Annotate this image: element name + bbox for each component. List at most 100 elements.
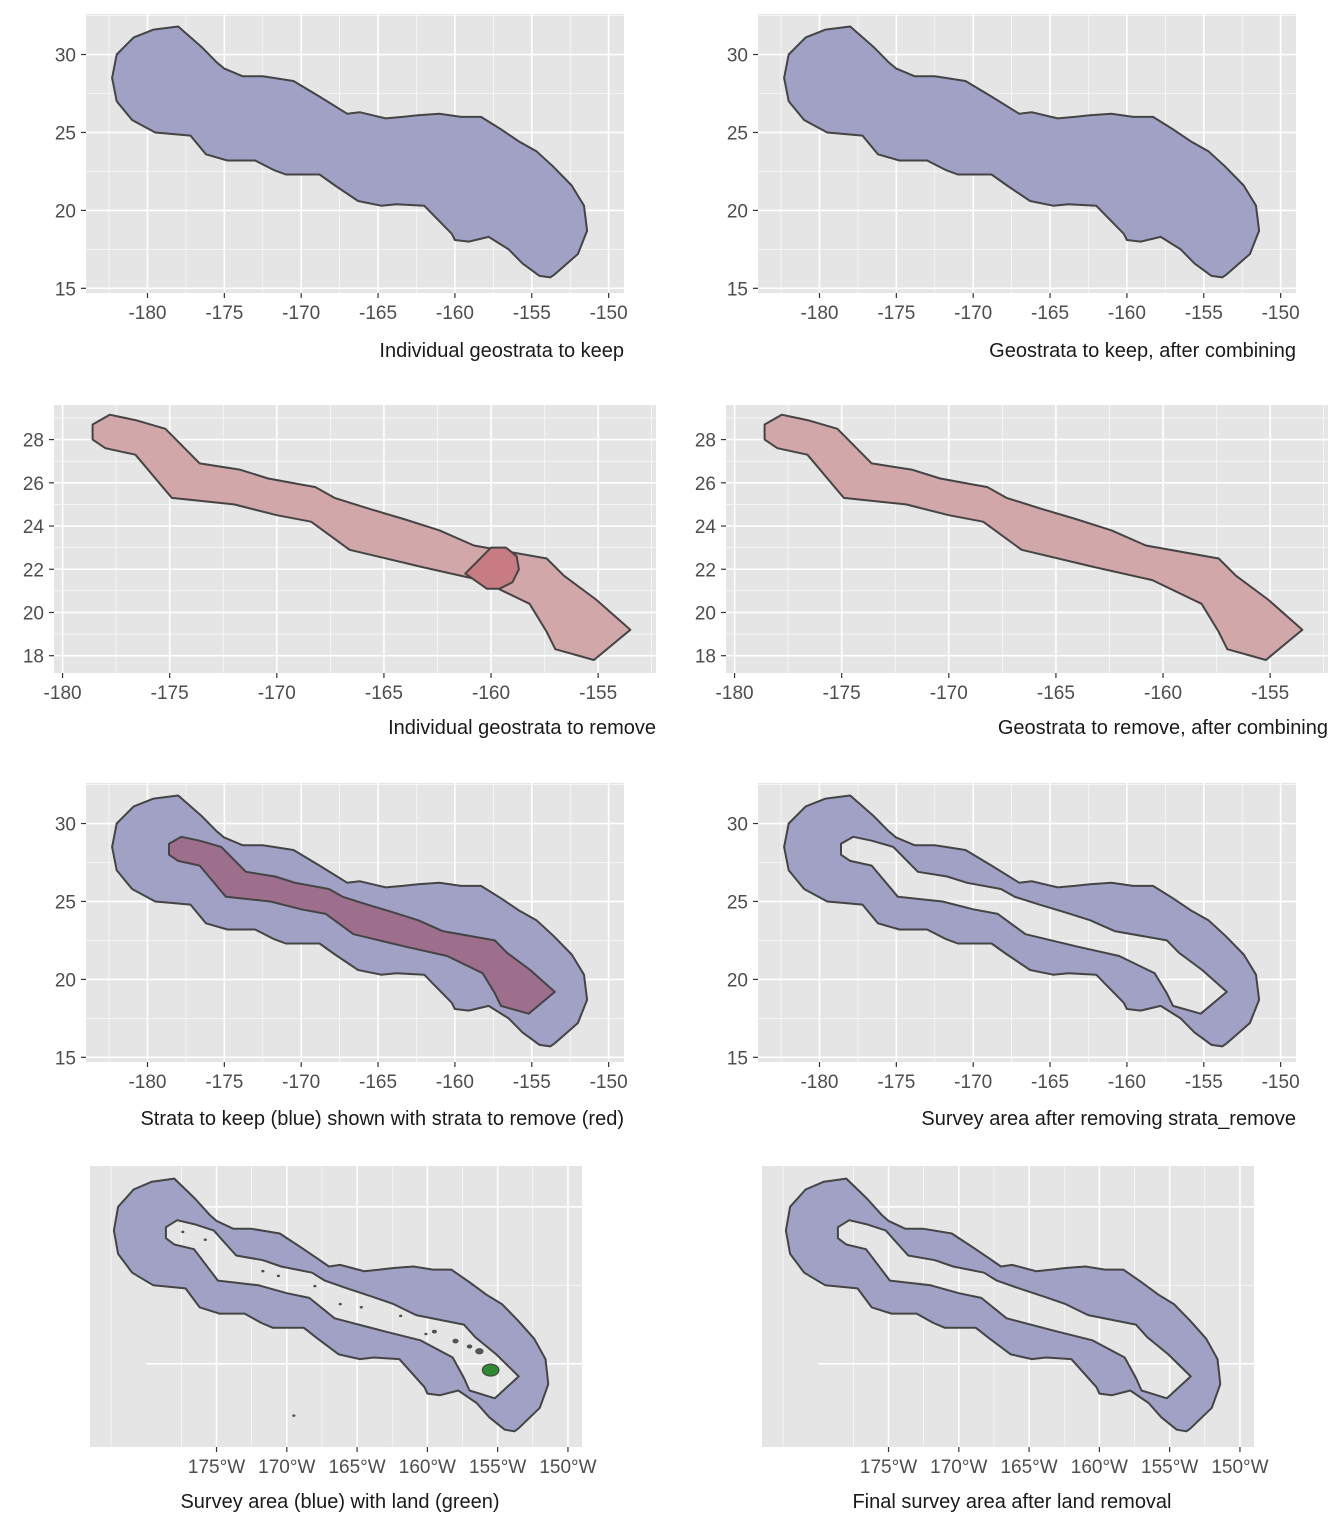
y-tick-label: 28 bbox=[23, 431, 44, 452]
map-panel: -180 -175 -170 -165 -160 -155 -150 15 20 25 30 Surv… bbox=[727, 783, 1300, 1130]
map-panel: 175°W 170°W 165°W 160°W 155°W 150°W Final surv… bbox=[762, 1166, 1269, 1513]
map-layers bbox=[112, 1177, 550, 1433]
stratum-keep bbox=[112, 1177, 550, 1433]
x-tick-label: -175 bbox=[877, 1072, 915, 1093]
x-tick-label: 175°W bbox=[860, 1457, 917, 1478]
land-island bbox=[276, 1274, 280, 1278]
panel-caption: Geostrata to keep, after combining bbox=[989, 340, 1296, 362]
map-panel: -180 -175 -170 -165 -160 -155 -150 15 20 25 30 Geos… bbox=[727, 14, 1300, 362]
x-tick-label: -155 bbox=[513, 1072, 551, 1093]
panel-caption: Final survey area after land removal bbox=[852, 1491, 1171, 1513]
y-tick-label: 20 bbox=[55, 201, 76, 222]
x-tick-label: 155°W bbox=[469, 1457, 526, 1478]
x-tick-label: 165°W bbox=[328, 1457, 385, 1478]
stratum-remove bbox=[763, 413, 1304, 661]
land-island bbox=[181, 1230, 185, 1234]
y-tick-label: 26 bbox=[695, 474, 716, 495]
x-tick-label: -175 bbox=[205, 1072, 243, 1093]
y-tick-label: 25 bbox=[55, 892, 76, 913]
y-tick-label: 15 bbox=[55, 279, 76, 300]
stratum-keep bbox=[784, 1177, 1222, 1433]
y-tick-label: 28 bbox=[695, 431, 716, 452]
y-tick-label: 30 bbox=[727, 815, 748, 836]
map-layers bbox=[91, 413, 632, 661]
map-layers bbox=[111, 794, 589, 1048]
x-tick-label: -175 bbox=[205, 303, 243, 324]
x-tick-label: -165 bbox=[1031, 303, 1069, 324]
x-tick-label: 160°W bbox=[399, 1457, 456, 1478]
stratum-keep bbox=[783, 25, 1261, 279]
stratum-keep bbox=[111, 25, 589, 279]
land-island bbox=[359, 1306, 363, 1309]
x-tick-label: -170 bbox=[282, 303, 320, 324]
y-tick-label: 15 bbox=[55, 1048, 76, 1069]
y-tick-label: 24 bbox=[23, 517, 45, 538]
panel-caption: Individual geostrata to keep bbox=[379, 340, 624, 362]
x-tick-label: -175 bbox=[877, 303, 915, 324]
y-tick-label: 25 bbox=[727, 892, 748, 913]
x-tick-label: 165°W bbox=[1000, 1457, 1057, 1478]
x-tick-label: -160 bbox=[436, 303, 474, 324]
x-tick-label: -175 bbox=[823, 683, 861, 704]
y-tick-label: 24 bbox=[695, 517, 717, 538]
x-tick-label: -180 bbox=[716, 683, 754, 704]
y-tick-label: 15 bbox=[727, 1048, 748, 1069]
x-tick-label: -165 bbox=[365, 683, 403, 704]
x-tick-label: -165 bbox=[359, 303, 397, 324]
x-tick-label: -165 bbox=[1031, 1072, 1069, 1093]
x-tick-label: -180 bbox=[800, 303, 838, 324]
x-tick-label: -160 bbox=[472, 683, 510, 704]
x-tick-label: -155 bbox=[1185, 1072, 1223, 1093]
land-island bbox=[399, 1314, 403, 1318]
x-tick-label: -180 bbox=[128, 1072, 166, 1093]
panel-caption: Individual geostrata to remove bbox=[388, 717, 656, 739]
y-tick-label: 22 bbox=[23, 560, 44, 581]
y-tick-label: 20 bbox=[727, 970, 748, 991]
x-tick-label: -150 bbox=[590, 303, 628, 324]
land-island bbox=[338, 1302, 342, 1306]
x-tick-label: -170 bbox=[954, 1072, 992, 1093]
y-tick-label: 25 bbox=[727, 123, 748, 144]
land-island bbox=[424, 1332, 428, 1336]
y-tick-label: 30 bbox=[55, 46, 76, 67]
x-tick-label: -180 bbox=[800, 1072, 838, 1093]
y-tick-label: 20 bbox=[23, 603, 44, 624]
panel-caption: Survey area after removing strata_remove bbox=[921, 1108, 1296, 1130]
y-tick-label: 25 bbox=[55, 123, 76, 144]
panel-caption: Strata to keep (blue) shown with strata … bbox=[140, 1108, 624, 1130]
x-tick-label: -155 bbox=[1251, 683, 1289, 704]
y-tick-label: 30 bbox=[55, 815, 76, 836]
map-layers bbox=[111, 25, 589, 279]
x-tick-label: 160°W bbox=[1071, 1457, 1128, 1478]
map-layers bbox=[783, 25, 1261, 279]
x-tick-label: 170°W bbox=[930, 1457, 987, 1478]
y-tick-label: 18 bbox=[695, 647, 716, 668]
x-tick-label: -150 bbox=[1262, 303, 1300, 324]
land-island bbox=[475, 1348, 484, 1355]
land-island bbox=[481, 1363, 500, 1377]
x-tick-label: -160 bbox=[1108, 303, 1146, 324]
y-tick-label: 20 bbox=[55, 970, 76, 991]
y-tick-label: 15 bbox=[727, 279, 748, 300]
map-panel: -180 -175 -170 -165 -160 -155 -150 15 20 25 30 Stra… bbox=[55, 783, 628, 1130]
stratum-remove-overlap bbox=[464, 546, 520, 590]
x-tick-label: 175°W bbox=[188, 1457, 245, 1478]
map-layers bbox=[763, 413, 1304, 661]
map-layers bbox=[783, 794, 1261, 1048]
stratum-remove bbox=[91, 413, 632, 661]
x-tick-label: -150 bbox=[590, 1072, 628, 1093]
x-tick-label: 155°W bbox=[1141, 1457, 1198, 1478]
panel-caption: Geostrata to remove, after combining bbox=[998, 717, 1328, 739]
y-tick-label: 20 bbox=[727, 201, 748, 222]
map-panel: -180 -175 -170 -165 -160 -155 18 20 22 24 26 28 Indi… bbox=[23, 405, 656, 739]
land-island bbox=[452, 1338, 459, 1344]
x-tick-label: -180 bbox=[128, 303, 166, 324]
x-tick-label: -155 bbox=[1185, 303, 1223, 324]
x-tick-label: 150°W bbox=[539, 1457, 596, 1478]
land-island bbox=[313, 1284, 317, 1288]
map-panel: 175°W 170°W 165°W 160°W 155°W 150°W Survey are… bbox=[90, 1166, 597, 1513]
x-tick-label: -155 bbox=[579, 683, 617, 704]
x-tick-label: 150°W bbox=[1211, 1457, 1268, 1478]
x-tick-label: -165 bbox=[1037, 683, 1075, 704]
